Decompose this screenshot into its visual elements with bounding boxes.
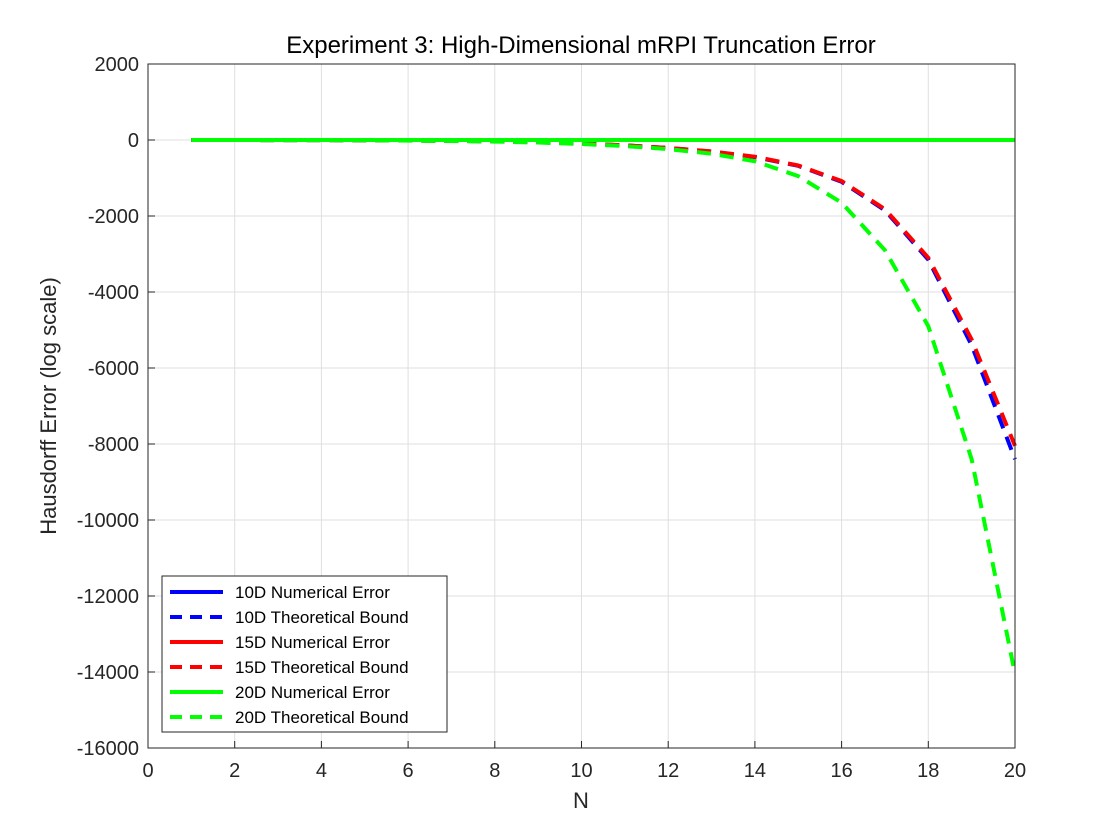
data-series [191, 138, 1017, 675]
y-tick-label: 2000 [95, 54, 140, 76]
chart-title: Experiment 3: High-Dimensional mRPI Trun… [286, 32, 876, 59]
y-tick-label: -8000 [88, 434, 139, 456]
x-tick-label: 14 [744, 760, 766, 782]
legend-label: 10D Numerical Error [235, 583, 390, 602]
legend: 10D Numerical Error 10D Theoretical Bound… [161, 575, 448, 733]
axis-ticks: 0 2 4 6 8 10 12 14 16 18 20 2000 0 -2000 -4000 -6000 -80… [77, 54, 1026, 782]
x-tick-label: 10 [570, 760, 592, 782]
y-tick-label: -2000 [88, 206, 139, 228]
x-tick-label: 8 [489, 760, 500, 782]
legend-label: 20D Theoretical Bound [235, 708, 409, 727]
x-tick-label: 20 [1004, 760, 1026, 782]
legend-label: 15D Theoretical Bound [235, 658, 409, 677]
series-line-20d-theoretical-bound [191, 138, 1017, 675]
y-tick-label: -16000 [77, 738, 139, 760]
x-tick-label: 12 [657, 760, 679, 782]
x-tick-label: 0 [142, 760, 153, 782]
y-tick-label: -4000 [88, 282, 139, 304]
legend-label: 20D Numerical Error [235, 683, 390, 702]
x-tick-label: 16 [830, 760, 852, 782]
y-tick-label: -12000 [77, 586, 139, 608]
y-tick-label: 0 [128, 130, 139, 152]
y-axis-label: Hausdorff Error (log scale) [36, 277, 61, 535]
legend-label: 15D Numerical Error [235, 633, 390, 652]
x-axis-label: N [573, 788, 589, 813]
y-tick-label: -6000 [88, 358, 139, 380]
y-tick-label: -10000 [77, 510, 139, 532]
legend-label: 10D Theoretical Bound [235, 608, 409, 627]
x-tick-label: 6 [403, 760, 414, 782]
legend-box [161, 575, 448, 733]
x-tick-label: 2 [229, 760, 240, 782]
y-tick-label: -14000 [77, 662, 139, 684]
x-tick-label: 4 [316, 760, 327, 782]
series-line-15d-theoretical-bound [191, 138, 1017, 447]
x-tick-label: 18 [917, 760, 939, 782]
